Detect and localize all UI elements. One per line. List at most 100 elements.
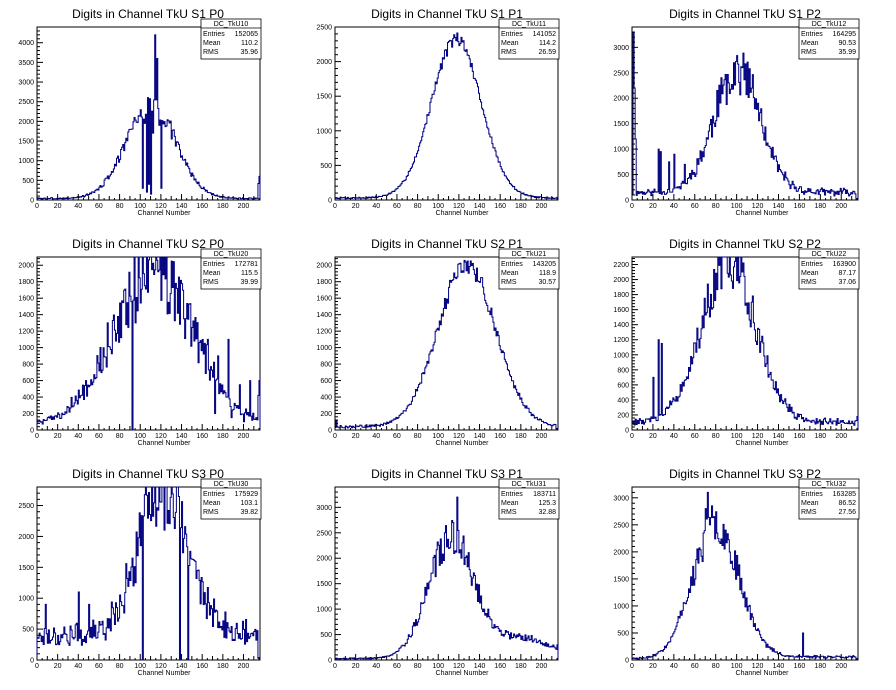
x-tick-label: 0 bbox=[630, 433, 634, 440]
stats-box: DC_TkU11 Entries 141052 Mean 114.2 RMS 26.59 bbox=[498, 18, 560, 60]
y-tick-label: 1000 bbox=[18, 596, 34, 603]
y-tick-label: 0 bbox=[328, 658, 332, 665]
x-tick-label: 200 bbox=[835, 433, 847, 440]
stats-label-entries: Entries bbox=[501, 31, 523, 38]
stats-label-mean: Mean bbox=[801, 500, 819, 507]
stats-name: DC_TkU12 bbox=[812, 21, 847, 28]
x-tick-label: 180 bbox=[515, 433, 527, 440]
chart-title: Digits in Channel TkU S3 P2 bbox=[669, 467, 821, 481]
y-tick-label: 0 bbox=[30, 658, 34, 665]
x-tick-label: 160 bbox=[494, 203, 506, 210]
y-tick-label: 2200 bbox=[613, 262, 629, 269]
x-tick-label: 80 bbox=[712, 433, 720, 440]
histogram-panel-TkU31: Digits in Channel TkU S3 P1 0 20 40 60 80 100 1… bbox=[316, 467, 560, 677]
stats-value-rms: 27.56 bbox=[838, 509, 856, 516]
x-tick-label: 160 bbox=[196, 663, 208, 670]
stats-value-rms: 39.99 bbox=[240, 279, 258, 286]
x-tick-label: 60 bbox=[393, 433, 401, 440]
histogram-series bbox=[631, 31, 859, 200]
x-tick-label: 60 bbox=[95, 203, 103, 210]
stats-label-rms: RMS bbox=[801, 279, 817, 286]
y-tick-label: 1000 bbox=[18, 158, 34, 165]
y-tick-label: 1400 bbox=[613, 322, 629, 329]
x-tick-label: 60 bbox=[691, 433, 699, 440]
stats-value-entries: 175929 bbox=[235, 491, 258, 498]
x-tick-label: 180 bbox=[515, 203, 527, 210]
stats-name: DC_TkU21 bbox=[512, 251, 547, 258]
plot-frame bbox=[334, 26, 559, 201]
stats-box: DC_TkU21 Entries 143205 Mean 118.9 RMS 30.57 bbox=[498, 248, 560, 290]
y-tick-label: 2500 bbox=[18, 99, 34, 106]
x-tick-label: 100 bbox=[432, 663, 444, 670]
y-tick-label: 1400 bbox=[316, 312, 332, 319]
x-tick-label: 0 bbox=[35, 433, 39, 440]
x-tick-label: 100 bbox=[731, 433, 743, 440]
stats-value-rms: 26.59 bbox=[538, 49, 556, 56]
y-tick-label: 2500 bbox=[613, 70, 629, 77]
y-tick-label: 1000 bbox=[18, 345, 34, 352]
stats-label-mean: Mean bbox=[501, 500, 519, 507]
x-tick-label: 100 bbox=[134, 663, 146, 670]
x-tick-label: 20 bbox=[352, 203, 360, 210]
plot-frame bbox=[36, 256, 261, 431]
plot-frame bbox=[334, 256, 559, 431]
x-tick-label: 120 bbox=[752, 433, 764, 440]
x-tick-label: 60 bbox=[393, 203, 401, 210]
x-tick-label: 140 bbox=[176, 663, 188, 670]
y-tick-label: 600 bbox=[22, 378, 34, 385]
histogram-panel-TkU10: Digits in Channel TkU S1 P0 0 20 40 60 80 100 1… bbox=[18, 7, 262, 217]
stats-value-mean: 125.3 bbox=[538, 500, 556, 507]
stats-label-mean: Mean bbox=[203, 500, 221, 507]
x-tick-label: 60 bbox=[393, 663, 401, 670]
y-tick-label: 1400 bbox=[18, 312, 34, 319]
histogram-panel-TkU20: Digits in Channel TkU S2 P0 0 20 40 60 80 100 1… bbox=[18, 237, 262, 447]
y-tick-label: 1600 bbox=[316, 296, 332, 303]
stats-label-rms: RMS bbox=[203, 509, 219, 516]
x-tick-label: 0 bbox=[333, 203, 337, 210]
x-tick-label: 180 bbox=[217, 663, 229, 670]
stats-name: DC_TkU32 bbox=[812, 481, 847, 488]
y-tick-label: 1500 bbox=[18, 139, 34, 146]
x-axis-label: Channel Number bbox=[736, 670, 790, 677]
x-tick-label: 80 bbox=[414, 663, 422, 670]
y-tick-label: 500 bbox=[320, 163, 332, 170]
y-tick-label: 1000 bbox=[316, 345, 332, 352]
stats-value-entries: 172781 bbox=[235, 261, 258, 268]
x-tick-label: 60 bbox=[691, 663, 699, 670]
stats-label-rms: RMS bbox=[501, 49, 517, 56]
stats-label-rms: RMS bbox=[801, 509, 817, 516]
x-tick-label: 60 bbox=[691, 203, 699, 210]
stats-name: DC_TkU31 bbox=[512, 481, 547, 488]
chart-title: Digits in Channel TkU S2 P2 bbox=[669, 237, 821, 251]
histogram-series bbox=[36, 256, 261, 431]
x-tick-label: 180 bbox=[814, 663, 826, 670]
y-tick-label: 2500 bbox=[18, 503, 34, 510]
y-tick-label: 2000 bbox=[18, 263, 34, 270]
x-tick-label: 20 bbox=[54, 203, 62, 210]
stats-value-mean: 86.52 bbox=[838, 500, 856, 507]
x-axis-label: Channel Number bbox=[436, 210, 490, 217]
histogram-panel-TkU32: Digits in Channel TkU S3 P2 0 20 40 60 80 100 1… bbox=[613, 467, 860, 677]
histogram-panel-TkU22: Digits in Channel TkU S2 P2 0 20 40 60 80 100 1… bbox=[613, 237, 860, 447]
y-tick-label: 1800 bbox=[18, 279, 34, 286]
stats-value-entries: 141052 bbox=[533, 31, 556, 38]
stats-label-entries: Entries bbox=[203, 261, 225, 268]
stats-value-mean: 90.53 bbox=[838, 40, 856, 47]
x-axis-label: Channel Number bbox=[436, 670, 490, 677]
x-tick-label: 100 bbox=[134, 203, 146, 210]
y-tick-label: 1500 bbox=[18, 565, 34, 572]
x-tick-label: 40 bbox=[74, 663, 82, 670]
y-tick-label: 0 bbox=[625, 198, 629, 205]
stats-label-mean: Mean bbox=[203, 270, 221, 277]
stats-box: DC_TkU32 Entries 163285 Mean 86.52 RMS 27.56 bbox=[798, 478, 860, 520]
stats-label-rms: RMS bbox=[501, 509, 517, 516]
x-tick-label: 80 bbox=[116, 663, 124, 670]
x-tick-label: 120 bbox=[453, 663, 465, 670]
stats-label-entries: Entries bbox=[203, 491, 225, 498]
x-tick-label: 0 bbox=[333, 663, 337, 670]
stats-name: DC_TkU20 bbox=[214, 251, 249, 258]
x-tick-label: 40 bbox=[372, 663, 380, 670]
x-tick-label: 140 bbox=[474, 203, 486, 210]
x-tick-label: 200 bbox=[238, 203, 250, 210]
